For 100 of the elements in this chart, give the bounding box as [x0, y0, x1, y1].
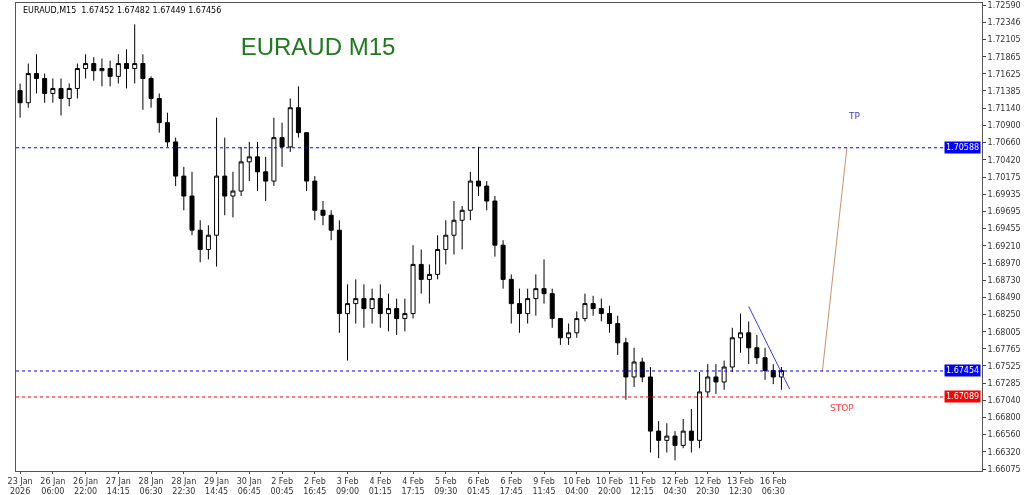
y-tick-label: 1.68005 — [987, 327, 1021, 337]
candlestick — [615, 315, 621, 356]
candlestick — [435, 234, 441, 280]
ref-line-label: 1.67089 — [946, 392, 980, 401]
candlestick — [42, 73, 48, 104]
y-tick-label: 1.71865 — [987, 52, 1021, 62]
candlestick — [418, 248, 424, 295]
candlestick — [66, 82, 72, 107]
y-tick-label: 1.69210 — [987, 241, 1021, 251]
candlestick — [623, 337, 629, 401]
candlestick — [746, 320, 752, 365]
candlestick — [173, 137, 179, 187]
candlestick — [492, 195, 498, 258]
candlestick — [402, 298, 408, 332]
x-tick-label: 16 Feb 06:30 — [759, 476, 787, 495]
candlestick — [459, 205, 465, 250]
candlestick — [295, 85, 301, 139]
candlestick — [385, 293, 391, 332]
candlestick — [426, 263, 432, 305]
candlestick — [557, 318, 563, 346]
candlestick — [656, 420, 662, 459]
y-tick-label: 1.67285 — [987, 378, 1021, 388]
candlestick — [590, 295, 596, 317]
candlestick — [697, 371, 703, 449]
candlestick — [25, 63, 31, 109]
candlestick — [345, 283, 351, 362]
candlestick — [263, 156, 269, 202]
y-tick-label: 1.72590 — [987, 0, 1021, 10]
candlestick — [205, 224, 211, 260]
x-tick-label: 27 Jan 14:15 — [105, 476, 131, 495]
candlestick — [525, 288, 531, 325]
y-tick-label: 1.70420 — [987, 155, 1021, 165]
x-tick-label: 23 Jan 2026 — [7, 476, 33, 495]
candlestick — [484, 180, 490, 211]
candlestick — [672, 430, 678, 461]
y-tick-label: 1.70175 — [987, 172, 1021, 182]
candlestick — [574, 310, 580, 339]
y-tick-label: 1.67525 — [987, 361, 1021, 371]
y-tick-label: 1.66320 — [987, 447, 1021, 457]
candlestick — [451, 200, 457, 255]
candlestick — [680, 418, 686, 449]
candlestick — [132, 23, 138, 84]
x-tick-label: 2 Feb 00:45 — [270, 476, 294, 495]
x-tick-label: 26 Jan 22:00 — [73, 476, 99, 495]
candlestick — [566, 323, 572, 346]
x-tick-label: 28 Jan 22:30 — [171, 476, 197, 495]
y-tick-label: 1.70660 — [987, 138, 1021, 148]
x-tick-label: 9 Feb 11:45 — [532, 476, 556, 495]
candlestick — [74, 63, 80, 99]
candlestick — [17, 82, 23, 119]
y-tick-label: 1.66800 — [987, 413, 1021, 423]
y-tick-label: 1.68250 — [987, 310, 1021, 320]
candlestick — [394, 298, 400, 336]
x-tick-label: 13 Feb 12:30 — [727, 476, 754, 495]
candlestick — [762, 347, 768, 381]
candlestick — [107, 60, 113, 87]
candlestick — [500, 239, 506, 290]
candlestick — [58, 78, 64, 117]
candlestick — [721, 360, 727, 391]
candlestick — [361, 283, 367, 329]
candlestick — [83, 53, 89, 80]
y-tick-label: 1.67040 — [987, 396, 1021, 406]
candlestick — [320, 200, 326, 226]
x-tick-label: 10 Feb 04:00 — [563, 476, 591, 495]
y-tick-label: 1.67765 — [987, 344, 1021, 354]
candlestick — [582, 293, 588, 322]
annotation: EURAUD,M15 1.67452 1.67482 1.67449 1.67456 — [23, 6, 222, 15]
x-tick-label: 26 Jan 06:00 — [40, 476, 66, 495]
candlestick — [91, 56, 97, 82]
y-tick-label: 1.66560 — [987, 430, 1021, 440]
y-tick-label: 1.70900 — [987, 121, 1021, 131]
y-tick-label: 1.72346 — [987, 18, 1021, 28]
candlestick — [508, 273, 514, 325]
candlestick — [197, 219, 203, 263]
y-tick-label: 1.68970 — [987, 258, 1021, 268]
x-tick-label: 12 Feb 20:30 — [694, 476, 722, 495]
y-tick-label: 1.68730 — [987, 275, 1021, 285]
candlestick — [124, 48, 130, 89]
x-tick-label: 6 Feb 17:45 — [499, 476, 523, 495]
candlestick — [369, 288, 375, 325]
candlestick — [50, 78, 56, 104]
candlestick — [598, 298, 604, 322]
candlestick — [279, 122, 285, 168]
candlestick — [549, 288, 555, 329]
x-tick-label: 4 Feb 01:15 — [368, 476, 392, 495]
candlestick — [737, 313, 744, 354]
candlestick — [353, 278, 359, 325]
y-tick-label: 1.66075 — [987, 465, 1021, 475]
y-tick-label: 1.69935 — [987, 190, 1021, 200]
y-tick-label: 1.69455 — [987, 224, 1021, 234]
x-tick-label: 6 Feb 01:45 — [467, 476, 491, 495]
x-tick-label: 30 Jan 06:45 — [236, 476, 262, 495]
ref-line-label: 1.70588 — [946, 143, 980, 152]
y-tick-label: 1.69695 — [987, 207, 1021, 217]
candlestick — [631, 347, 637, 388]
candlestick — [287, 97, 293, 153]
candlestick — [99, 58, 105, 87]
candlestick — [271, 117, 277, 187]
candlestick — [713, 363, 719, 395]
candlestick — [156, 92, 162, 134]
